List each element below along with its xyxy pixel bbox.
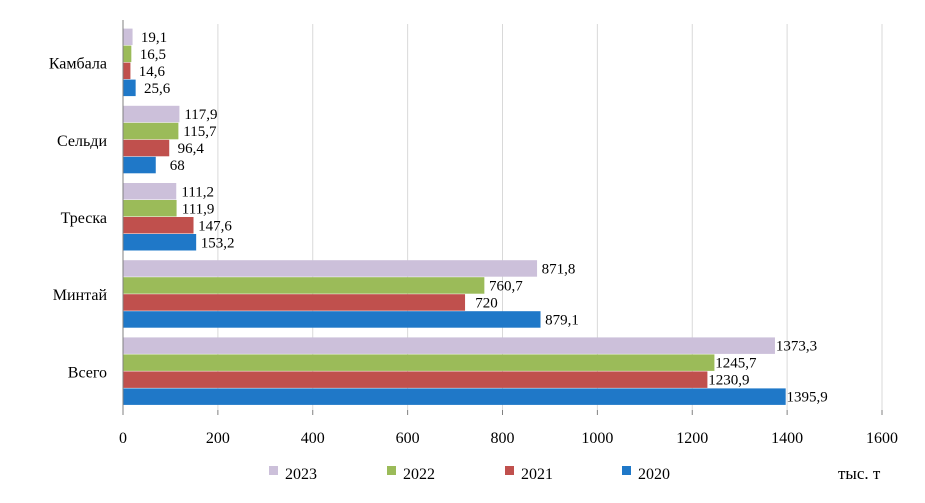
unit-label: тыс. т bbox=[838, 464, 881, 483]
bar-2020 bbox=[123, 388, 786, 405]
x-tick-label: 1400 bbox=[771, 430, 803, 447]
data-label: 96,4 bbox=[178, 141, 205, 157]
legend-label-2020: 2020 bbox=[638, 466, 670, 483]
data-label: 871,8 bbox=[542, 261, 576, 277]
data-label: 720 bbox=[475, 295, 498, 311]
bar-2021 bbox=[123, 139, 170, 157]
legend-swatch-2021 bbox=[505, 466, 514, 475]
bar-2023 bbox=[123, 183, 177, 200]
x-tick-label: 1600 bbox=[866, 430, 898, 447]
legend-swatch-2022 bbox=[387, 466, 396, 475]
bar-2023 bbox=[123, 337, 775, 354]
bar-2020 bbox=[123, 234, 197, 251]
bar-2023 bbox=[123, 260, 538, 277]
bar-2020 bbox=[123, 79, 136, 97]
bar-2021 bbox=[123, 371, 708, 388]
data-label: 760,7 bbox=[489, 278, 523, 294]
category-labels: Камбала Сельди Треска Минтай Всего bbox=[49, 56, 108, 382]
legend-swatch-2023 bbox=[269, 466, 278, 475]
data-label: 1373,3 bbox=[776, 339, 817, 355]
x-tick-label: 1000 bbox=[581, 430, 613, 447]
data-label: 111,9 bbox=[182, 201, 215, 217]
bar-2021 bbox=[123, 217, 194, 234]
grid-lines bbox=[217, 24, 883, 410]
data-label: 14,6 bbox=[139, 64, 166, 80]
data-label: 19,1 bbox=[141, 30, 167, 46]
bar-2021 bbox=[123, 62, 131, 80]
legend-swatch-2020 bbox=[622, 466, 631, 475]
data-label: 117,9 bbox=[184, 107, 217, 123]
data-label: 1245,7 bbox=[715, 356, 757, 372]
bar-2022 bbox=[123, 277, 485, 294]
bar-2023 bbox=[123, 105, 180, 123]
bar-2022 bbox=[123, 354, 715, 371]
x-tick-label: 800 bbox=[491, 430, 515, 447]
data-label: 1230,9 bbox=[708, 373, 749, 389]
bar-2023 bbox=[123, 28, 133, 46]
data-label: 16,5 bbox=[140, 47, 166, 63]
category-label: Сельди bbox=[57, 133, 107, 150]
data-label: 115,7 bbox=[183, 124, 217, 140]
category-label: Минтай bbox=[53, 287, 108, 304]
data-label: 68 bbox=[170, 158, 185, 174]
category-label: Треска bbox=[61, 210, 107, 227]
bars bbox=[123, 28, 786, 405]
legend: 2023 2022 2021 2020 bbox=[269, 466, 670, 483]
legend-label-2022: 2022 bbox=[403, 466, 435, 483]
bar-2022 bbox=[123, 122, 179, 140]
data-label: 879,1 bbox=[545, 312, 579, 328]
x-tick-label: 200 bbox=[206, 430, 230, 447]
x-tick-label: 600 bbox=[396, 430, 420, 447]
bar-2020 bbox=[123, 156, 156, 174]
legend-label-2023: 2023 bbox=[285, 466, 317, 483]
data-label: 153,2 bbox=[201, 235, 235, 251]
legend-label-2021: 2021 bbox=[521, 466, 553, 483]
data-label: 111,2 bbox=[181, 184, 214, 200]
data-label: 147,6 bbox=[198, 218, 232, 234]
category-label: Всего bbox=[68, 364, 107, 381]
bar-2021 bbox=[123, 294, 466, 311]
x-tick-label: 1200 bbox=[676, 430, 708, 447]
x-tick-labels: 0 200 400 600 800 1000 1200 1400 1600 bbox=[119, 430, 898, 447]
bar-2022 bbox=[123, 45, 132, 63]
axis bbox=[122, 20, 883, 415]
data-label: 1395,9 bbox=[787, 390, 828, 406]
data-label: 25,6 bbox=[144, 81, 171, 97]
bar-2022 bbox=[123, 200, 177, 217]
x-tick-label: 0 bbox=[119, 430, 127, 447]
category-label: Камбала bbox=[49, 56, 107, 73]
x-tick-label: 400 bbox=[301, 430, 325, 447]
bar-2020 bbox=[123, 311, 541, 328]
